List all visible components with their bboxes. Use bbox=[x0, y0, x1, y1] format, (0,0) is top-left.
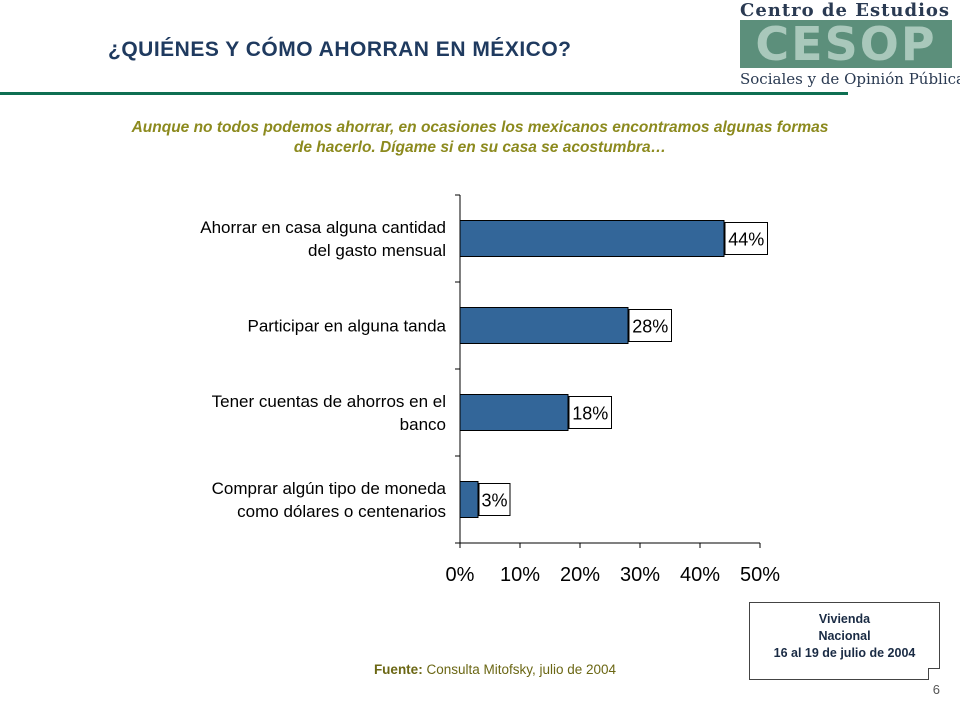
title-divider bbox=[0, 92, 848, 95]
data-label-box bbox=[724, 222, 768, 255]
x-tick-label: 20% bbox=[560, 564, 600, 586]
category-label: Ahorrar en casa alguna cantidad bbox=[200, 218, 446, 237]
logo-top-text: Centro de Estudios bbox=[740, 0, 951, 21]
logo-block: CESOP bbox=[740, 17, 952, 71]
category-label: Tener cuentas de ahorros en el bbox=[212, 392, 446, 411]
x-tick-label: 10% bbox=[500, 564, 540, 586]
data-label-box bbox=[568, 396, 612, 429]
x-tick-label: 50% bbox=[740, 564, 780, 586]
bar bbox=[459, 394, 569, 431]
category-label: del gasto mensual bbox=[308, 241, 446, 260]
page-title: ¿QUIÉNES Y CÓMO AHORRAN EN MÉXICO? bbox=[108, 38, 572, 61]
source-text: Consulta Mitofsky, julio de 2004 bbox=[426, 662, 617, 677]
data-label: 28% bbox=[632, 317, 668, 337]
cesop-logo: Centro de Estudios CESOP Sociales y de O… bbox=[732, 0, 960, 98]
note-line-2: Nacional bbox=[818, 629, 871, 643]
note-fold-corner bbox=[928, 668, 940, 680]
chart-question: Aunque no todos podemos ahorrar, en ocas… bbox=[40, 118, 920, 158]
x-tick-label: 0% bbox=[446, 564, 475, 586]
data-label: 18% bbox=[572, 404, 608, 424]
data-label: 44% bbox=[728, 230, 764, 250]
question-line-2: de hacerlo. Dígame si en su casa se acos… bbox=[293, 139, 667, 156]
source-line: Fuente: Consulta Mitofsky, julio de 2004 bbox=[0, 662, 960, 677]
data-label-box bbox=[478, 483, 511, 516]
category-label: Participar en alguna tanda bbox=[248, 317, 447, 336]
page-number: 6 bbox=[932, 682, 940, 697]
source-label: Fuente: bbox=[373, 662, 423, 677]
x-tick-label: 30% bbox=[620, 564, 660, 586]
bar bbox=[459, 307, 629, 344]
note-line-1: Vivienda bbox=[818, 612, 871, 626]
survey-note-box: Vivienda Nacional 16 al 19 de julio de 2… bbox=[749, 602, 940, 680]
category-label: Comprar algún tipo de moneda bbox=[212, 479, 447, 498]
data-label: 3% bbox=[481, 491, 507, 511]
category-label: banco bbox=[400, 415, 446, 434]
data-label-box bbox=[628, 309, 672, 342]
bar bbox=[459, 220, 725, 257]
x-tick-label: 40% bbox=[680, 564, 720, 586]
logo-wordmark: CESOP bbox=[755, 17, 937, 71]
question-line-1: Aunque no todos podemos ahorrar, en ocas… bbox=[131, 119, 829, 136]
note-line-3: 16 al 19 de julio de 2004 bbox=[773, 646, 916, 660]
category-label: como dólares o centenarios bbox=[237, 502, 446, 521]
logo-bottom-text: Sociales y de Opinión Pública bbox=[740, 70, 960, 88]
bar bbox=[459, 481, 479, 518]
